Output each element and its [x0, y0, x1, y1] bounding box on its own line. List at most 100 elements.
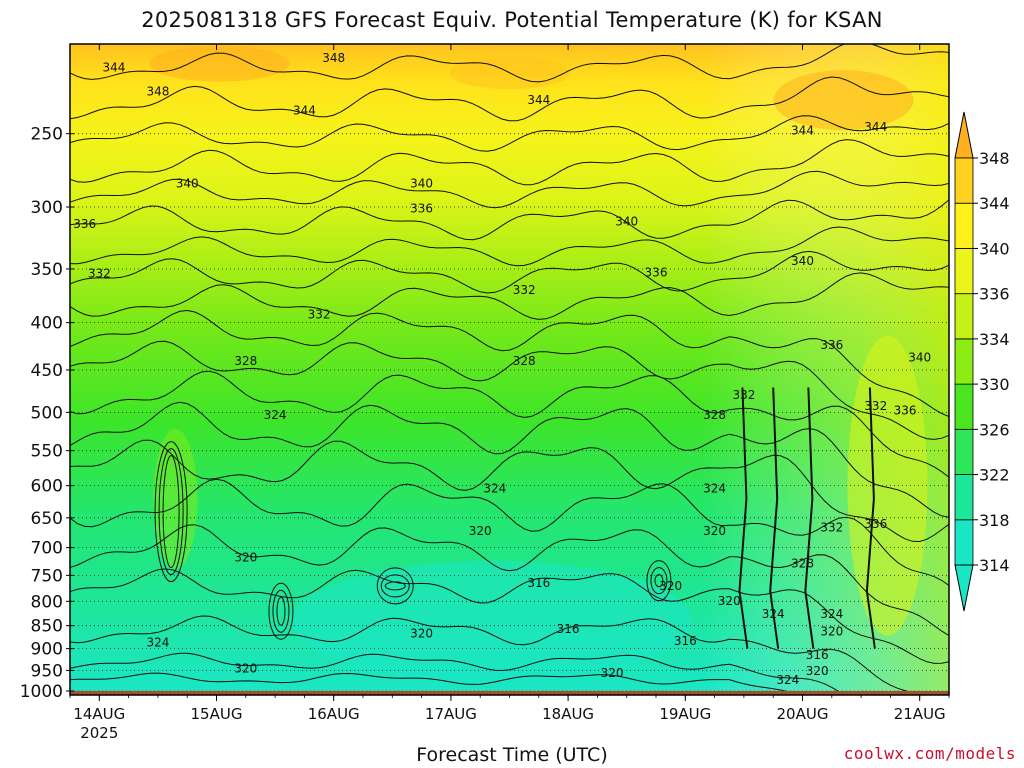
chart-title: 2025081318 GFS Forecast Equiv. Potential…: [141, 8, 883, 32]
contour-steep-1: [769, 387, 780, 649]
contour-label-316: 316: [557, 622, 580, 636]
y-tick-label-1000: 1000: [20, 682, 63, 702]
colorbar-segment-322: [954, 428, 974, 475]
colorbar-segment-336: [954, 248, 974, 295]
contour-cell-2: [654, 574, 664, 588]
contour-label-336: 336: [864, 517, 887, 531]
contour-label-340: 340: [791, 254, 814, 268]
y-tick-label-850: 850: [31, 617, 63, 637]
colorbar-label-314: 314: [979, 556, 1010, 575]
contour-label-332: 332: [513, 283, 536, 297]
contour-label-344: 344: [791, 123, 814, 137]
y-tick-label-800: 800: [31, 592, 63, 612]
colorbar-segment-330: [954, 338, 974, 385]
contour-steep-0: [738, 387, 749, 649]
contour-label-328: 328: [703, 408, 726, 422]
contour-line-11: [70, 370, 949, 478]
contour-label-324: 324: [483, 481, 506, 495]
contour-label-336: 336: [820, 338, 843, 352]
colorbar-segment-340: [954, 202, 974, 249]
y-tick-label-700: 700: [31, 539, 63, 559]
contour-label-336: 336: [894, 404, 917, 418]
x-tick-label-19AUG: 19AUG: [659, 705, 711, 723]
contour-steep-3: [865, 387, 876, 649]
contour-label-344: 344: [102, 60, 125, 74]
contour-label-348: 348: [322, 51, 345, 65]
contour-line-4: [70, 170, 949, 209]
y-tick-label-500: 500: [31, 403, 63, 423]
colorbar-segment-344: [954, 157, 974, 204]
contour-label-336: 336: [645, 265, 668, 279]
colorbar-label-336: 336: [979, 285, 1010, 304]
colorbar-segment-334: [954, 293, 974, 340]
contour-cell-0: [276, 596, 286, 626]
contour-line-14: [70, 478, 949, 586]
plot-area: [70, 44, 949, 695]
colorbar-label-326: 326: [979, 420, 1010, 439]
contour-label-320: 320: [703, 524, 726, 538]
contour-label-324: 324: [776, 673, 799, 687]
contour-label-340: 340: [410, 177, 433, 191]
contour-label-320: 320: [718, 594, 741, 608]
contour-cell-3: [162, 455, 180, 569]
y-tick-label-900: 900: [31, 640, 63, 660]
source-credit: coolwx.com/models: [843, 744, 1016, 763]
contour-label-324: 324: [703, 481, 726, 495]
contour-line-9: [70, 309, 949, 417]
contour-cell-2: [650, 567, 668, 595]
contour-label-344: 344: [527, 93, 550, 107]
colorbar-label-330: 330: [979, 375, 1010, 394]
contour-cell-0: [268, 582, 294, 640]
y-tick-label-650: 650: [31, 509, 63, 529]
contour-line-10: [70, 340, 949, 440]
contour-line-15: [70, 524, 949, 637]
contour-label-320: 320: [234, 662, 257, 676]
contour-label-320: 320: [601, 666, 624, 680]
contour-line-2: [70, 115, 949, 152]
contour-label-344: 344: [293, 104, 316, 118]
y-tick-label-350: 350: [31, 260, 63, 280]
contour-steep-2: [804, 387, 815, 649]
colorbar-segment-314: [954, 519, 974, 566]
contour-label-328: 328: [791, 556, 814, 570]
x-tick-label-15AUG: 15AUG: [191, 705, 243, 723]
contour-line-17: [70, 615, 922, 695]
colorbar-extend-bottom: [954, 564, 974, 612]
contour-label-324: 324: [146, 635, 169, 649]
colorbar-label-348: 348: [979, 149, 1010, 168]
contour-label-328: 328: [513, 354, 536, 368]
contour-cell-1: [384, 581, 406, 591]
contour-line-8: [70, 272, 949, 320]
contour-label-348: 348: [146, 84, 169, 98]
warm-upper-cell-3: [773, 70, 914, 131]
contour-label-320: 320: [469, 524, 492, 538]
contour-label-324: 324: [820, 607, 843, 621]
contour-line-16: [70, 568, 949, 664]
contour-label-320: 320: [806, 664, 829, 678]
colorbar-label-318: 318: [979, 511, 1010, 530]
contour-label-320: 320: [234, 550, 257, 564]
contour-label-316: 316: [674, 634, 697, 648]
contour-line-6: [70, 226, 949, 267]
contour-label-316: 316: [527, 576, 550, 590]
y-tick-label-600: 600: [31, 477, 63, 497]
x-tick-label-18AUG: 18AUG: [542, 705, 594, 723]
contour-line-5: [70, 199, 949, 241]
contour-line-0: [70, 44, 949, 83]
contour-label-328: 328: [234, 354, 257, 368]
contour-line-12: [70, 401, 949, 518]
contour-label-332: 332: [732, 388, 755, 402]
y-tick-label-550: 550: [31, 442, 63, 462]
contour-line-1: [70, 76, 949, 122]
y-tick-label-450: 450: [31, 361, 63, 381]
contour-label-324: 324: [264, 408, 287, 422]
x-axis-label: Forecast Time (UTC): [416, 744, 608, 766]
colorbar-label-334: 334: [979, 330, 1010, 349]
warm-upper-cell-1: [149, 45, 290, 82]
x-year-label: 2025: [80, 724, 118, 742]
contour-label-340: 340: [908, 350, 931, 364]
x-tick-label-16AUG: 16AUG: [308, 705, 360, 723]
contour-label-316: 316: [806, 648, 829, 662]
y-tick-label-950: 950: [31, 661, 63, 681]
contour-line-19: [70, 672, 799, 695]
